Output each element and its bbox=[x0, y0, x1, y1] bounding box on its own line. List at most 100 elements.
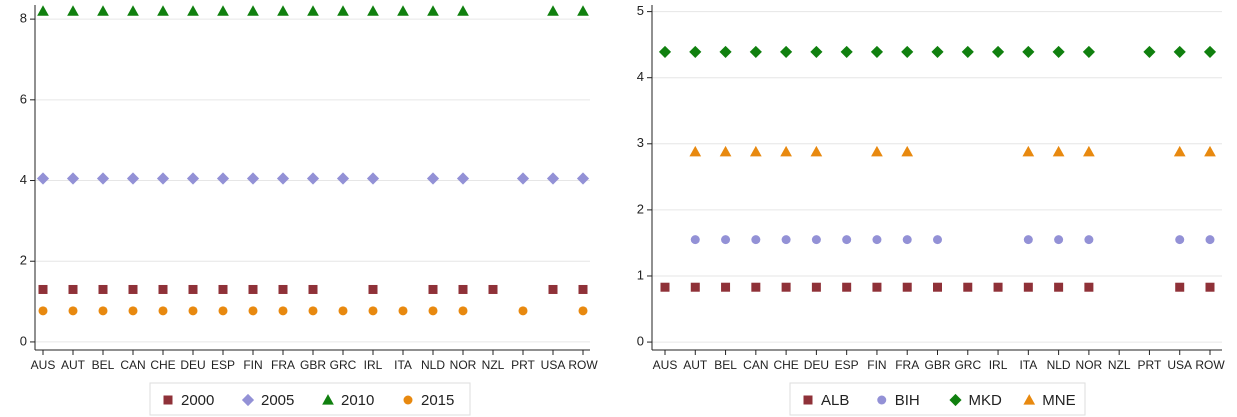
marker-diamond bbox=[241, 393, 255, 407]
marker-square bbox=[248, 284, 258, 294]
marker-triangle bbox=[689, 145, 702, 157]
marker-square bbox=[368, 284, 378, 294]
marker-circle bbox=[98, 306, 108, 316]
y-tick-label: 6 bbox=[20, 91, 27, 106]
x-tick-label: GRC bbox=[954, 358, 981, 372]
marker-circle bbox=[278, 306, 288, 316]
marker-diamond bbox=[426, 172, 440, 185]
x-tick-label: ROW bbox=[568, 358, 598, 372]
marker-circle bbox=[368, 306, 378, 316]
marker-square bbox=[68, 284, 78, 294]
marker-circle bbox=[398, 306, 408, 316]
marker-square bbox=[811, 282, 821, 292]
marker-triangle bbox=[1083, 145, 1095, 157]
marker-triangle bbox=[247, 5, 259, 16]
x-tick-label: ROW bbox=[1195, 358, 1225, 372]
marker-triangle bbox=[367, 5, 379, 16]
marker-square bbox=[933, 282, 942, 292]
marker-square bbox=[660, 282, 670, 292]
x-tick-label: CAN bbox=[743, 358, 768, 372]
y-tick-label: 5 bbox=[637, 3, 644, 18]
marker-diamond bbox=[156, 172, 170, 185]
marker-circle bbox=[403, 395, 413, 405]
marker-triangle bbox=[457, 5, 469, 16]
marker-diamond bbox=[456, 172, 470, 185]
marker-diamond bbox=[276, 172, 290, 185]
marker-diamond bbox=[126, 172, 140, 185]
x-tick-label: PRT bbox=[511, 358, 535, 372]
marker-triangle bbox=[37, 5, 49, 16]
marker-triangle bbox=[127, 5, 139, 16]
marker-square bbox=[278, 284, 288, 294]
marker-square bbox=[308, 284, 318, 294]
marker-square bbox=[963, 282, 973, 292]
x-tick-label: AUT bbox=[61, 358, 86, 372]
x-tick-label: USA bbox=[541, 358, 566, 372]
x-tick-label: BEL bbox=[92, 358, 115, 372]
marker-triangle bbox=[427, 5, 439, 16]
x-tick-label: AUS bbox=[31, 358, 56, 372]
marker-triangle bbox=[1023, 394, 1036, 405]
marker-diamond bbox=[658, 45, 672, 59]
legend-box bbox=[149, 382, 471, 416]
marker-square bbox=[428, 284, 438, 294]
marker-triangle bbox=[577, 5, 589, 16]
marker-circle bbox=[690, 235, 700, 245]
marker-triangle bbox=[810, 145, 823, 157]
x-tick-label: CHE bbox=[773, 358, 798, 372]
legend-label: MNE bbox=[1042, 392, 1075, 409]
legend-label: 2000 bbox=[181, 392, 214, 409]
x-tick-label: IRL bbox=[989, 358, 1008, 372]
x-tick-label: AUT bbox=[683, 358, 708, 372]
marker-triangle bbox=[780, 145, 792, 157]
marker-circle bbox=[68, 306, 78, 316]
x-tick-label: PRT bbox=[1138, 358, 1162, 372]
marker-circle bbox=[877, 395, 887, 405]
y-tick-label: 2 bbox=[20, 253, 27, 268]
marker-triangle bbox=[187, 5, 199, 16]
marker-triangle bbox=[157, 5, 169, 16]
marker-circle bbox=[428, 306, 438, 316]
marker-square bbox=[98, 284, 108, 294]
y-tick-label: 3 bbox=[637, 135, 644, 150]
marker-square bbox=[128, 284, 138, 294]
marker-diamond bbox=[186, 172, 200, 185]
x-tick-label: ITA bbox=[394, 358, 412, 372]
marker-square bbox=[721, 282, 731, 292]
marker-diamond bbox=[36, 172, 50, 185]
marker-diamond bbox=[749, 45, 762, 59]
marker-circle bbox=[158, 306, 168, 316]
x-tick-label: CAN bbox=[120, 358, 145, 372]
marker-square bbox=[1084, 282, 1094, 292]
marker-square bbox=[548, 284, 558, 294]
legend-label: MKD bbox=[969, 392, 1003, 409]
marker-circle bbox=[218, 306, 228, 316]
marker-square bbox=[781, 282, 791, 292]
marker-diamond bbox=[306, 172, 320, 185]
marker-diamond bbox=[840, 45, 853, 59]
y-tick-label: 1 bbox=[637, 267, 644, 282]
x-tick-label: GRC bbox=[330, 358, 357, 372]
marker-diamond bbox=[546, 172, 560, 185]
legend-label: 2010 bbox=[341, 392, 374, 409]
marker-diamond bbox=[1022, 45, 1035, 59]
marker-diamond bbox=[246, 172, 260, 185]
marker-square bbox=[751, 282, 761, 292]
marker-circle bbox=[458, 306, 468, 316]
y-tick-label: 0 bbox=[20, 333, 27, 348]
marker-square bbox=[488, 284, 498, 294]
x-tick-label: CHE bbox=[150, 358, 175, 372]
marker-square bbox=[993, 282, 1003, 292]
x-tick-label: FRA bbox=[895, 358, 919, 372]
marker-circle bbox=[933, 235, 942, 245]
marker-diamond bbox=[901, 45, 914, 59]
marker-square bbox=[902, 282, 912, 292]
marker-triangle bbox=[277, 5, 289, 16]
marker-triangle bbox=[337, 5, 349, 16]
legend-label: ALB bbox=[821, 392, 849, 409]
marker-square bbox=[163, 395, 173, 405]
marker-circle bbox=[1054, 235, 1064, 245]
marker-triangle bbox=[1173, 145, 1186, 157]
marker-triangle bbox=[749, 145, 762, 157]
marker-square bbox=[690, 282, 700, 292]
